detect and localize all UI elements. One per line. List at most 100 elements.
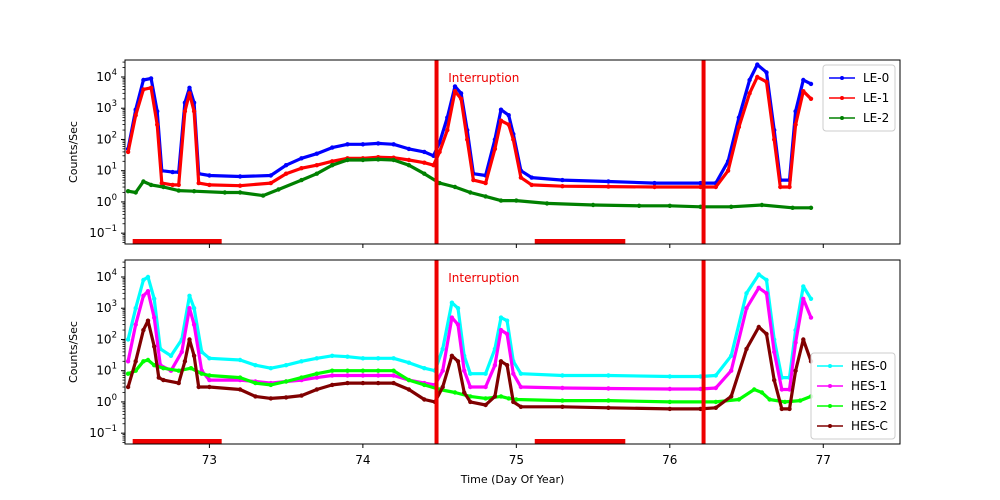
data-point-LE-0	[330, 145, 335, 150]
data-point-LE-2	[590, 202, 596, 208]
y-tick-label: 104	[96, 68, 117, 84]
data-point-HES-0	[187, 293, 192, 298]
data-point-HES-0	[314, 356, 319, 361]
legend-marker-LE-0	[840, 76, 844, 80]
data-point-LE-1	[207, 182, 212, 188]
data-point-LE-1	[422, 160, 427, 165]
data-point-LE-2	[759, 202, 765, 208]
data-point-LE-1	[191, 109, 197, 114]
data-point-HES-1	[492, 363, 498, 368]
data-point-HES-2	[299, 375, 304, 380]
data-point-HES-2	[560, 398, 565, 403]
data-point-HES-2	[713, 399, 718, 405]
data-point-LE-2	[483, 194, 488, 199]
data-point-HES-C	[360, 380, 366, 386]
legend: LE-0 LE-1 LE-2	[822, 64, 896, 132]
data-point-HES-C	[406, 387, 412, 392]
range-bar-0	[132, 239, 222, 244]
data-point-LE-2	[125, 189, 131, 194]
data-point-HES-0	[391, 356, 396, 361]
data-point-LE-1	[187, 91, 192, 96]
data-point-HES-1	[793, 340, 798, 345]
data-point-HES-2	[767, 397, 772, 402]
data-point-HES-2	[782, 399, 788, 405]
data-point-HES-C	[511, 399, 516, 405]
legend-marker-HES-1	[828, 384, 832, 388]
data-point-HES-0	[518, 371, 524, 376]
data-point-LE-0	[360, 142, 366, 147]
data-point-HES-0	[764, 277, 769, 283]
data-point-HES-2	[360, 368, 366, 373]
data-point-HES-0	[145, 274, 151, 280]
data-point-LE-1	[268, 180, 273, 186]
data-point-HES-0	[360, 356, 366, 361]
data-point-HES-2	[283, 379, 289, 384]
data-point-HES-C	[253, 394, 258, 399]
data-point-HES-C	[498, 359, 504, 364]
data-point-HES-1	[314, 375, 319, 380]
data-point-HES-1	[125, 359, 131, 364]
data-point-LE-1	[176, 182, 181, 188]
legend-marker-HES-0	[828, 364, 832, 368]
data-point-HES-0	[713, 373, 718, 378]
data-point-HES-C	[156, 375, 161, 380]
data-point-HES-2	[345, 368, 350, 373]
data-point-HES-C	[440, 384, 445, 390]
data-point-HES-2	[330, 368, 335, 373]
data-point-LE-1	[148, 85, 154, 91]
data-point-HES-C	[314, 387, 319, 392]
data-point-HES-2	[161, 366, 166, 371]
data-point-HES-C	[422, 397, 427, 402]
data-point-HES-1	[179, 349, 184, 355]
data-point-HES-C	[196, 384, 201, 390]
data-point-HES-0	[449, 300, 455, 305]
data-point-HES-2	[188, 366, 194, 371]
data-point-LE-1	[155, 122, 160, 127]
data-point-HES-2	[798, 398, 803, 403]
x-tick-label: 77	[816, 453, 831, 467]
data-point-LE-0	[529, 175, 534, 180]
data-point-LE-1	[725, 168, 731, 173]
data-point-LE-0	[283, 163, 289, 168]
data-point-HES-C	[483, 402, 488, 408]
data-point-LE-2	[141, 179, 146, 184]
data-point-HES-1	[455, 322, 461, 327]
data-point-HES-0	[345, 354, 350, 359]
data-point-HES-1	[133, 322, 138, 327]
data-point-HES-2	[176, 368, 181, 373]
data-point-LE-1	[747, 91, 752, 96]
data-point-LE-0	[237, 174, 243, 179]
data-point-HES-2	[759, 390, 765, 395]
data-point-LE-0	[801, 77, 806, 83]
data-point-HES-1	[468, 384, 473, 390]
data-point-LE-0	[808, 81, 814, 87]
data-point-HES-0	[468, 371, 473, 376]
data-point-HES-C	[560, 404, 565, 409]
data-point-HES-C	[141, 327, 146, 333]
data-point-HES-0	[191, 306, 197, 311]
data-point-LE-1	[652, 184, 657, 190]
data-point-HES-C	[504, 363, 510, 368]
data-point-LE-2	[406, 163, 412, 168]
data-point-HES-1	[483, 384, 488, 390]
y-tick-label: 102	[96, 330, 117, 346]
data-point-LE-2	[191, 189, 197, 194]
data-point-LE-2	[161, 184, 166, 190]
data-point-LE-0	[207, 173, 212, 178]
data-point-HES-1	[207, 377, 212, 383]
data-point-HES-1	[462, 368, 467, 373]
range-bar-1	[534, 239, 626, 244]
data-point-LE-2	[314, 171, 319, 176]
data-point-HES-1	[787, 387, 792, 392]
data-point-LE-0	[747, 77, 752, 83]
data-point-LE-1	[778, 184, 783, 190]
data-point-LE-0	[345, 142, 350, 147]
data-point-HES-2	[667, 399, 672, 405]
data-point-LE-0	[422, 149, 427, 155]
data-point-LE-0	[141, 77, 146, 83]
data-point-HES-C	[283, 395, 289, 400]
data-point-LE-1	[196, 180, 201, 186]
data-point-HES-2	[125, 371, 131, 376]
data-point-HES-C	[468, 399, 473, 405]
